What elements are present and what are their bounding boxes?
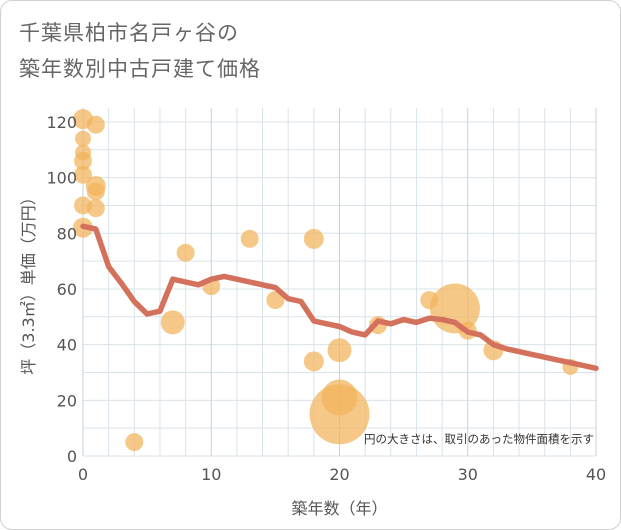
bubble-point: [240, 229, 259, 248]
y-tick-label: 60: [57, 280, 77, 299]
bubble-point: [86, 182, 105, 201]
bubble-point: [327, 338, 352, 363]
bubble-point: [86, 115, 105, 134]
bubble-point: [74, 165, 92, 184]
bubble-point: [321, 379, 358, 416]
y-axis-label: 坪（3.3㎡）単価（万円）: [19, 189, 38, 374]
trend-line-layer: [80, 223, 599, 372]
y-tick-label: 20: [57, 391, 77, 410]
x-tick-label: 10: [201, 465, 221, 484]
y-tick-label: 100: [46, 169, 77, 188]
x-tick-label: 30: [458, 465, 478, 484]
bubble-point: [74, 151, 92, 170]
chart-title-line-2: 築年数別中古戸建て価格: [19, 57, 261, 81]
axis-ticks: 0 20 40 60 80 100 120 0 10 20 30 40: [46, 113, 606, 484]
trend-line: [80, 223, 599, 372]
y-tick-label: 0: [67, 447, 77, 466]
bubble-point: [303, 228, 324, 249]
y-tick-label: 40: [57, 336, 77, 355]
y-tick-label: 120: [46, 113, 77, 132]
bubble-point: [176, 243, 195, 262]
x-tick-label: 0: [78, 465, 88, 484]
x-tick-label: 20: [329, 465, 349, 484]
bubble-point: [86, 199, 105, 218]
bubble-point: [125, 433, 144, 452]
y-tick-label: 80: [57, 224, 77, 243]
x-axis-label: 築年数（年）: [291, 499, 387, 518]
chart-title-line-1: 千葉県柏市名戸ヶ谷の: [19, 21, 239, 45]
bubble-point: [160, 310, 185, 335]
grid-lines: [82, 108, 597, 457]
bubble-point: [303, 351, 324, 372]
chart-title: 千葉県柏市名戸ヶ谷の 築年数別中古戸建て価格: [19, 15, 261, 87]
bubble-point: [75, 130, 91, 147]
x-tick-label: 40: [586, 465, 606, 484]
bubble-point: [266, 291, 285, 310]
bubble-layer: [73, 109, 579, 452]
bubble-size-note: 円の大きさは、取引のあった物件面積を示す: [364, 432, 594, 446]
